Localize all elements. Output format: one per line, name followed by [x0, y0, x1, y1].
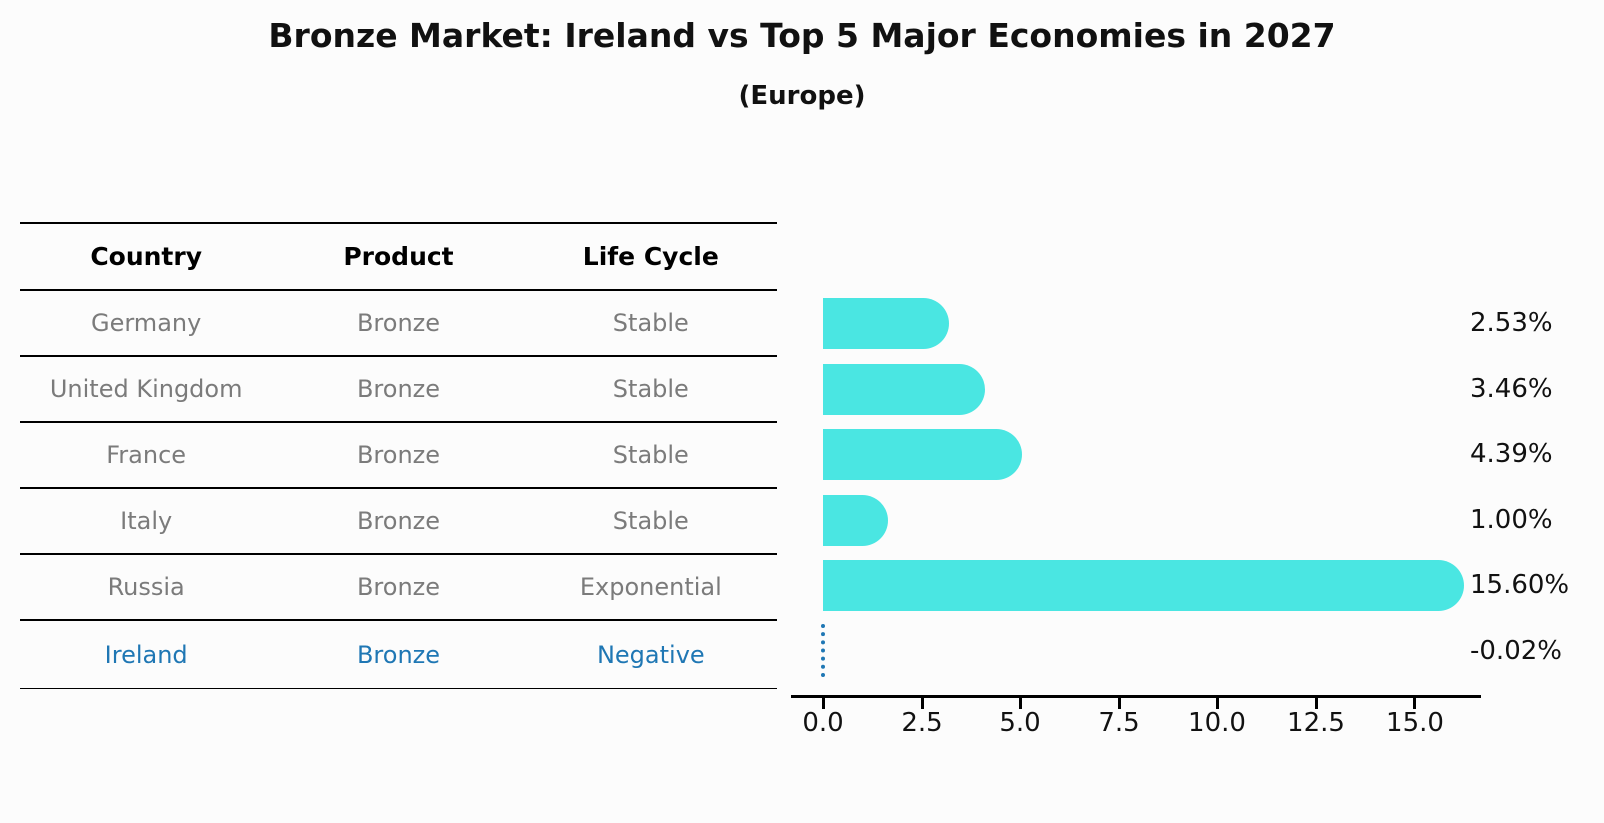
x-tick-mark [1315, 695, 1318, 709]
x-tick-mark [822, 695, 825, 709]
cell-country: Germany [91, 309, 202, 337]
cell-country: France [106, 441, 187, 469]
table-header-row: Country Product Life Cycle [20, 222, 777, 291]
cell-product: Bronze [356, 309, 441, 337]
cell-country: Russia [107, 573, 185, 601]
cell-life-cycle: Stable [612, 441, 689, 469]
x-tick-mark [921, 695, 924, 709]
value-label-ireland: -0.02% [1470, 636, 1562, 666]
bar-united-kingdom [823, 364, 985, 415]
cell-life-cycle: Exponential [579, 573, 722, 601]
value-label-france: 4.39% [1470, 439, 1553, 469]
x-tick-label: 15.0 [1386, 708, 1444, 738]
chart-subtitle: (Europe) [738, 81, 866, 111]
table-row: Germany Bronze Stable [20, 291, 777, 357]
table-row: United Kingdom Bronze Stable [20, 357, 777, 423]
cell-life-cycle: Stable [612, 309, 689, 337]
value-label-italy: 1.00% [1470, 505, 1553, 535]
cell-life-cycle: Stable [612, 507, 689, 535]
x-axis-line [791, 695, 1481, 698]
x-tick-label: 10.0 [1188, 708, 1246, 738]
value-label-united-kingdom: 3.46% [1470, 374, 1553, 404]
x-tick-label: 12.5 [1287, 708, 1345, 738]
column-header-country: Country [90, 242, 203, 271]
country-table: Country Product Life Cycle Germany Bronz… [20, 222, 777, 689]
table-row: Russia Bronze Exponential [20, 555, 777, 621]
cell-country: Italy [120, 507, 173, 535]
value-label-russia: 15.60% [1470, 570, 1570, 600]
ireland-negative-marker [821, 624, 825, 677]
table-row: Italy Bronze Stable [20, 489, 777, 555]
cell-country: United Kingdom [49, 375, 243, 403]
x-tick-mark [1019, 695, 1022, 709]
column-header-life-cycle: Life Cycle [582, 242, 719, 271]
table-row: France Bronze Stable [20, 423, 777, 489]
x-tick-label: 0.0 [802, 708, 844, 738]
cell-product: Bronze [356, 573, 441, 601]
x-tick-label: 7.5 [1098, 708, 1140, 738]
cell-country: Ireland [104, 640, 188, 669]
cell-product: Bronze [356, 441, 441, 469]
cell-product: Bronze [356, 507, 441, 535]
value-label-germany: 2.53% [1470, 308, 1553, 338]
column-header-product: Product [343, 242, 454, 271]
bar-italy [823, 495, 888, 546]
bar-russia [823, 560, 1464, 611]
chart-title: Bronze Market: Ireland vs Top 5 Major Ec… [268, 16, 1336, 55]
x-tick-mark [1216, 695, 1219, 709]
cell-product: Bronze [356, 375, 441, 403]
cell-life-cycle: Negative [596, 640, 705, 669]
bar-france [823, 429, 1022, 480]
x-tick-mark [1118, 695, 1121, 709]
cell-product: Bronze [356, 640, 441, 669]
bar-germany [823, 298, 949, 349]
table-row-ireland-highlighted: Ireland Bronze Negative [20, 621, 777, 689]
cell-life-cycle: Stable [612, 375, 689, 403]
x-tick-label: 2.5 [901, 708, 943, 738]
x-tick-label: 5.0 [999, 708, 1041, 738]
x-tick-mark [1413, 695, 1416, 709]
